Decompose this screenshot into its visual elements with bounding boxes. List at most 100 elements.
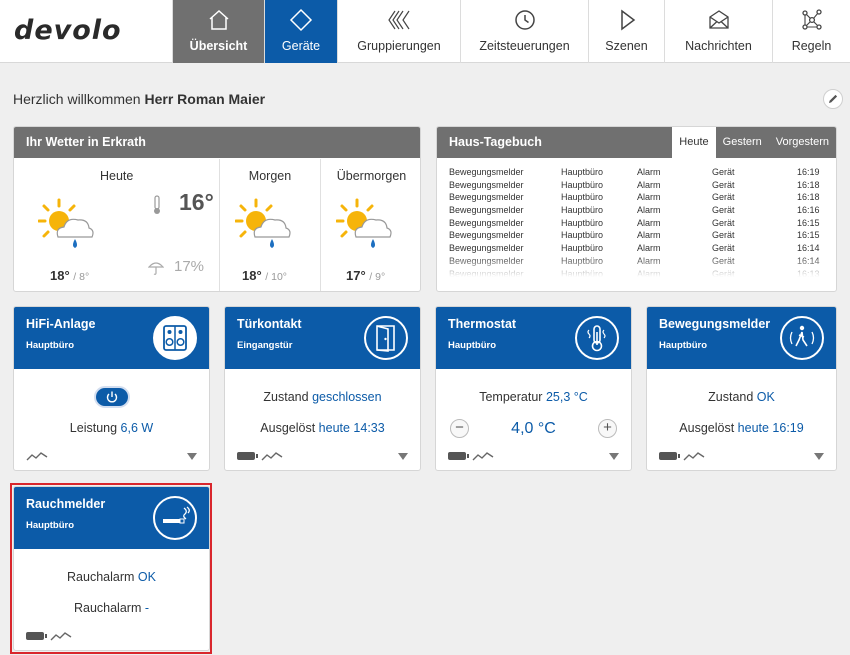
smoke-value: OK bbox=[137, 570, 156, 584]
nav-regeln[interactable]: Regeln bbox=[772, 0, 850, 63]
history-chart-icon[interactable] bbox=[50, 630, 72, 642]
nav-gruppierungen[interactable]: Gruppierungen bbox=[337, 0, 460, 63]
diary-cell-time: 16:15 bbox=[797, 230, 820, 241]
diary-cell-time: 16:15 bbox=[797, 217, 820, 228]
increase-setpoint-button[interactable]: + bbox=[598, 419, 617, 438]
diary-cell-room: Hauptbüro bbox=[561, 217, 604, 228]
card-footer bbox=[448, 450, 619, 462]
door-state: Zustand geschlossen bbox=[225, 390, 420, 404]
expand-caret-icon[interactable] bbox=[187, 453, 197, 460]
triggered-value: heute 14:33 bbox=[318, 421, 385, 435]
edit-dashboard-button[interactable] bbox=[823, 89, 843, 109]
nav-nachrichten[interactable]: Nachrichten bbox=[664, 0, 772, 63]
speaker-icon bbox=[153, 316, 197, 360]
diary-cell-source: Gerät bbox=[712, 205, 735, 216]
diary-cell-room: Hauptbüro bbox=[561, 192, 604, 203]
diary-cell-type: Alarm bbox=[637, 192, 661, 203]
diary-row: Bewegungsmelder Hauptbüro Alarm Gerät 16:18 bbox=[449, 180, 824, 193]
card-header: Türkontakt Eingangstür bbox=[225, 307, 420, 369]
power-toggle[interactable] bbox=[93, 386, 130, 408]
device-room: Hauptbüro bbox=[659, 340, 708, 351]
clock-icon bbox=[514, 10, 535, 30]
weather-high: 18° bbox=[50, 268, 70, 283]
diary-row: Bewegungsmelder Hauptbüro Alarm Gerät 16:19 bbox=[449, 167, 824, 180]
diary-cell-room: Hauptbüro bbox=[561, 179, 604, 190]
diary-cell-type: Alarm bbox=[637, 217, 661, 228]
door-icon bbox=[364, 316, 408, 360]
weather-high: 17° bbox=[346, 268, 366, 283]
expand-caret-icon[interactable] bbox=[398, 453, 408, 460]
card-header: Bewegungsmelder Hauptbüro bbox=[647, 307, 836, 369]
device-card-smoke[interactable]: Rauchmelder Hauptbüro Rauchalarm OK Rauc… bbox=[13, 486, 210, 651]
weather-low: / 8° bbox=[73, 271, 90, 283]
umbrella-icon bbox=[148, 262, 164, 275]
diary-fade bbox=[437, 255, 836, 277]
user-name: Herr Roman Maier bbox=[144, 91, 266, 107]
diary-cell-device: Bewegungsmelder bbox=[449, 179, 524, 190]
nav-geraete[interactable]: Geräte bbox=[264, 0, 337, 63]
expand-caret-icon[interactable] bbox=[814, 453, 824, 460]
card-footer bbox=[26, 450, 197, 462]
diary-cell-room: Hauptbüro bbox=[561, 230, 604, 241]
current-temperature: 16° bbox=[179, 189, 214, 215]
diary-title: Haus-Tagebuch bbox=[449, 135, 542, 149]
card-footer bbox=[659, 450, 824, 462]
tab-heute[interactable]: Heute bbox=[672, 127, 716, 158]
state-label: Zustand bbox=[708, 390, 754, 404]
diary-cell-type: Alarm bbox=[637, 179, 661, 190]
device-card-door[interactable]: Türkontakt Eingangstür Zustand geschloss… bbox=[224, 306, 421, 471]
diary-cell-time: 16:19 bbox=[797, 167, 820, 177]
history-chart-icon[interactable] bbox=[472, 450, 494, 462]
device-card-thermostat[interactable]: Thermostat Hauptbüro Temperatur 25,3 °C … bbox=[435, 306, 632, 471]
diary-tabs: Heute Gestern Vorgestern bbox=[672, 127, 836, 158]
card-footer bbox=[26, 630, 197, 642]
diary-row: Bewegungsmelder Hauptbüro Alarm Gerät 16:15 bbox=[449, 218, 824, 231]
weather-high: 18° bbox=[242, 268, 262, 283]
diary-cell-time: 16:18 bbox=[797, 192, 820, 203]
devolo-logo[interactable]: devolo bbox=[14, 15, 122, 46]
nav-label: Übersicht bbox=[189, 39, 248, 53]
play-icon bbox=[620, 9, 635, 31]
nav-szenen[interactable]: Szenen bbox=[588, 0, 664, 63]
diary-cell-source: Gerät bbox=[712, 179, 735, 190]
tab-vorgestern[interactable]: Vorgestern bbox=[775, 136, 829, 148]
decrease-setpoint-button[interactable]: − bbox=[450, 419, 469, 438]
diary-cell-type: Alarm bbox=[637, 230, 661, 241]
motion-sensor-icon bbox=[780, 316, 824, 360]
power-reading: Leistung 6,6 W bbox=[14, 421, 209, 435]
welcome-text: Herzlich willkommen Herr Roman Maier bbox=[13, 91, 265, 107]
diary-cell-type: Alarm bbox=[637, 205, 661, 216]
triggered-label: Ausgelöst bbox=[260, 421, 316, 435]
device-card-motion[interactable]: Bewegungsmelder Hauptbüro Zustand OK Aus… bbox=[646, 306, 837, 471]
card-footer bbox=[237, 450, 408, 462]
history-chart-icon[interactable] bbox=[261, 450, 283, 462]
diary-cell-type: Alarm bbox=[637, 243, 661, 254]
diary-cell-device: Bewegungsmelder bbox=[449, 230, 524, 241]
smoke-detector-icon bbox=[153, 496, 197, 540]
diary-cell-source: Gerät bbox=[712, 217, 735, 228]
diary-cell-source: Gerät bbox=[712, 167, 735, 177]
diary-cell-room: Hauptbüro bbox=[561, 243, 604, 254]
diary-cell-source: Gerät bbox=[712, 243, 735, 254]
battery-icon bbox=[26, 632, 47, 640]
temperature-label: Temperatur bbox=[479, 390, 543, 404]
tab-gestern[interactable]: Gestern bbox=[722, 136, 762, 148]
motion-triggered: Ausgelöst heute 16:19 bbox=[647, 421, 836, 435]
network-icon bbox=[801, 9, 822, 30]
nav-label: Regeln bbox=[791, 39, 832, 53]
sun-cloud-rain-icon bbox=[336, 198, 392, 248]
diary-cell-room: Hauptbüro bbox=[561, 205, 604, 216]
nav-zeitsteuerungen[interactable]: Zeitsteuerungen bbox=[460, 0, 588, 63]
history-chart-icon[interactable] bbox=[26, 450, 48, 462]
history-chart-icon[interactable] bbox=[683, 450, 705, 462]
thermometer-icon bbox=[154, 195, 160, 214]
diary-row: Bewegungsmelder Hauptbüro Alarm Gerät 16:18 bbox=[449, 192, 824, 205]
weather-day-after-range: 17° / 9° bbox=[346, 268, 385, 283]
smoke-value-2: - bbox=[144, 601, 150, 615]
nav-uebersicht[interactable]: Übersicht bbox=[172, 0, 264, 63]
diary-cell-source: Gerät bbox=[712, 230, 735, 241]
device-card-hifi[interactable]: HiFi-Anlage Hauptbüro Leistung 6,6 W bbox=[13, 306, 210, 471]
expand-caret-icon[interactable] bbox=[609, 453, 619, 460]
smoke-alarm-second: Rauchalarm - bbox=[14, 601, 209, 615]
